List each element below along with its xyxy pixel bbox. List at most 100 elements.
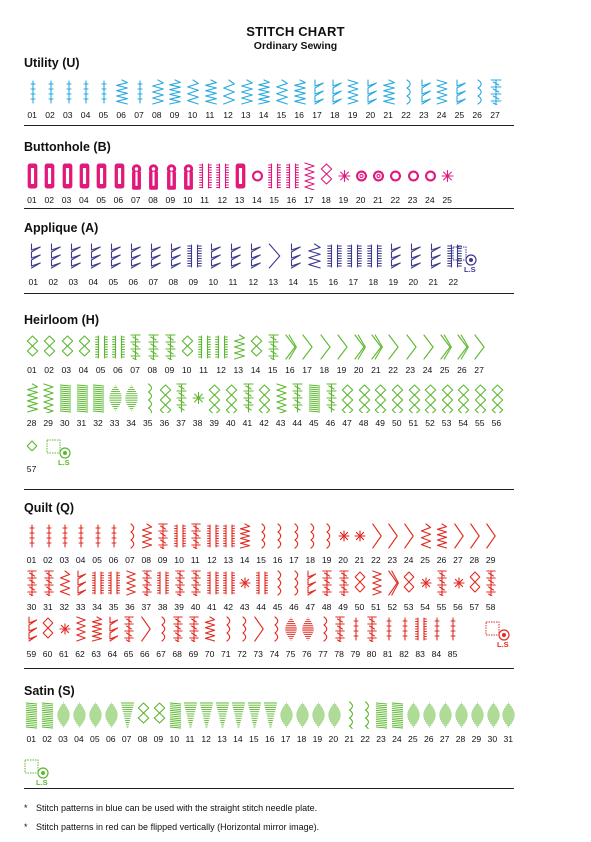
quilt-stitch-icon bbox=[142, 570, 152, 596]
buttonhole-stitch-number: 08 bbox=[148, 195, 158, 205]
heirloom-stitch-icon bbox=[130, 334, 141, 360]
heirloom-stitch-icon bbox=[147, 383, 152, 413]
quilt-stitch-number: 72 bbox=[237, 649, 247, 659]
quilt-stitch-icon bbox=[338, 530, 350, 542]
heirloom-stitch-icon bbox=[165, 334, 176, 360]
section-divider bbox=[24, 668, 514, 669]
quilt-stitch-icon bbox=[469, 571, 481, 593]
quilt-stitch-number: 75 bbox=[285, 649, 296, 659]
heirloom-stitch-number: 10 bbox=[181, 365, 192, 375]
quilt-stitch-number: 44 bbox=[256, 602, 266, 612]
quilt-stitch-number: 19 bbox=[321, 555, 332, 565]
satin-stitch-icon bbox=[169, 702, 181, 729]
applique-stitch-number: 09 bbox=[188, 277, 199, 287]
heirloom-stitch-number: 46 bbox=[325, 418, 336, 428]
heirloom-stitch-number: 02 bbox=[44, 365, 54, 375]
heirloom-stitch-number: 51 bbox=[408, 418, 419, 428]
quilt-stitch-number: 41 bbox=[207, 602, 217, 612]
quilt-stitch-number: 08 bbox=[141, 555, 152, 565]
quilt-stitch-number: 09 bbox=[157, 555, 168, 565]
utility-stitch-icon bbox=[477, 79, 482, 105]
quilt-stitch-icon bbox=[91, 571, 104, 595]
quilt-stitch-icon bbox=[326, 523, 331, 549]
buttonhole-stitch-icon bbox=[79, 163, 90, 189]
quilt-stitch-icon bbox=[277, 570, 282, 596]
quilt-stitch-icon bbox=[95, 524, 101, 548]
satin-stitch-number: 04 bbox=[74, 734, 84, 744]
buttonhole-stitch-icon bbox=[252, 170, 264, 182]
utility-stitch-icon bbox=[347, 79, 359, 105]
quilt-stitch-icon bbox=[206, 524, 219, 548]
quilt-stitch-icon bbox=[173, 524, 186, 548]
utility-stitch-icon bbox=[420, 79, 431, 105]
heirloom-stitch-number: 29 bbox=[43, 418, 53, 428]
applique-stitch-number: 07 bbox=[148, 277, 159, 287]
heirloom-stitch-icon bbox=[26, 383, 38, 413]
utility-stitch-number: 06 bbox=[116, 110, 126, 120]
quilt-stitch-icon bbox=[323, 616, 327, 642]
quilt-stitch-number: 39 bbox=[174, 602, 184, 612]
buttonhole-stitch-icon bbox=[149, 164, 159, 190]
quilt-stitch-number: 27 bbox=[453, 555, 463, 565]
satin-stitch-number: 10 bbox=[169, 734, 180, 744]
utility-stitch-number: 25 bbox=[454, 110, 465, 120]
quilt-stitch-number: 76 bbox=[302, 649, 312, 659]
quilt-stitch-number: 49 bbox=[338, 602, 348, 612]
applique-stitch-icon bbox=[307, 243, 321, 269]
quilt-stitch-number: 80 bbox=[366, 649, 377, 659]
heirloom-stitch-number: 14 bbox=[250, 365, 261, 375]
satin-stitch-number: 19 bbox=[312, 734, 323, 744]
buttonhole-stitch-icon bbox=[321, 163, 333, 185]
lock-stitch-label: L.S bbox=[36, 778, 48, 787]
heirloom-stitch-number: 22 bbox=[388, 365, 398, 375]
quilt-stitch-icon bbox=[301, 617, 314, 641]
heirloom-stitch-number: 38 bbox=[192, 418, 203, 428]
quilt-stitch-number: 40 bbox=[190, 602, 201, 612]
quilt-stitch-number: 10 bbox=[174, 555, 184, 565]
quilt-stitch-icon bbox=[109, 616, 119, 642]
quilt-stitch-number: 23 bbox=[387, 555, 398, 565]
heirloom-stitch-icon bbox=[424, 384, 437, 413]
quilt-stitch-icon bbox=[58, 623, 71, 635]
heirloom-stitch-number: 23 bbox=[405, 365, 416, 375]
heirloom-stitch-number: 49 bbox=[375, 418, 385, 428]
satin-stitch-number: 03 bbox=[58, 734, 68, 744]
lock-stitch-label: L.S bbox=[58, 458, 70, 467]
quilt-stitch-number: 63 bbox=[91, 649, 101, 659]
heirloom-stitch-icon bbox=[308, 384, 321, 413]
quilt-stitch-number: 65 bbox=[123, 649, 134, 659]
satin-stitch-number: 16 bbox=[264, 734, 275, 744]
page-title: STITCH CHART bbox=[246, 24, 345, 39]
quilt-stitch-number: 48 bbox=[321, 602, 332, 612]
quilt-stitch-icon bbox=[161, 616, 165, 642]
heirloom-stitch-number: 56 bbox=[491, 418, 502, 428]
heirloom-stitch-icon bbox=[59, 384, 72, 413]
heirloom-stitch-number: 24 bbox=[422, 365, 433, 375]
buttonhole-stitch-icon bbox=[390, 170, 402, 182]
buttonhole-stitch-icon bbox=[199, 163, 213, 189]
buttonhole-stitch-number: 13 bbox=[234, 195, 245, 205]
quilt-stitch-icon bbox=[242, 616, 246, 642]
satin-stitch-icon bbox=[105, 702, 118, 728]
buttonhole-stitch-icon bbox=[373, 170, 385, 182]
utility-stitch-icon bbox=[83, 80, 89, 104]
quilt-stitch-icon bbox=[173, 616, 183, 642]
quilt-stitch-icon bbox=[388, 570, 399, 596]
utility-stitch-number: 09 bbox=[169, 110, 180, 120]
buttonhole-stitch-number: 24 bbox=[425, 195, 435, 205]
quilt-stitch-number: 35 bbox=[108, 602, 119, 612]
quilt-stitch-number: 83 bbox=[415, 649, 425, 659]
heirloom-stitch-number: 34 bbox=[126, 418, 136, 428]
quilt-stitch-number: 24 bbox=[403, 555, 414, 565]
quilt-stitch-icon bbox=[354, 571, 366, 593]
utility-stitch-number: 23 bbox=[419, 110, 429, 120]
utility-stitch-number: 26 bbox=[472, 110, 482, 120]
utility-stitch-number: 24 bbox=[436, 110, 447, 120]
utility-stitch-number: 13 bbox=[241, 110, 251, 120]
buttonhole-stitch-icon bbox=[268, 163, 282, 189]
utility-stitch-icon bbox=[101, 80, 107, 104]
utility-stitch-number: 02 bbox=[45, 110, 55, 120]
utility-stitch-icon bbox=[436, 79, 448, 105]
buttonhole-stitch-number: 22 bbox=[390, 195, 400, 205]
heirloom-stitch-icon bbox=[423, 334, 434, 360]
